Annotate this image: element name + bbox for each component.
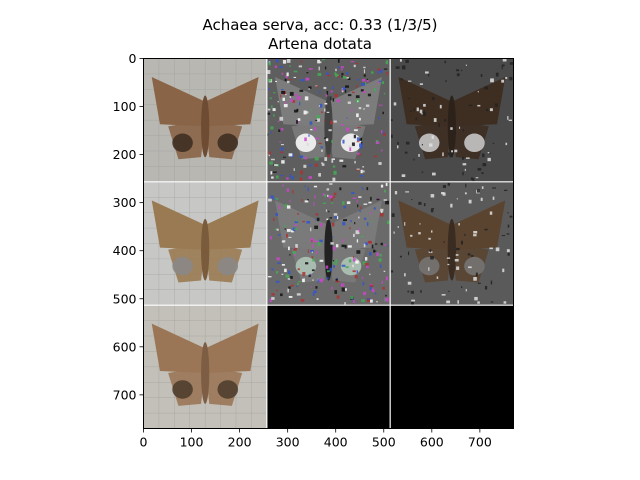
tile-r2-c2	[390, 305, 514, 429]
tile-r2-c0	[143, 305, 267, 429]
y-tick-label: 300	[113, 195, 137, 210]
tile-r1-c2	[390, 181, 514, 306]
x-tick-label: 500	[372, 435, 396, 450]
y-axis: 0 100 200 300 400 500 600 700	[113, 51, 144, 402]
y-tick-label: 100	[113, 99, 137, 114]
tile-separators	[143, 58, 514, 429]
x-tick-label: 100	[180, 435, 204, 450]
moth-image	[398, 77, 506, 160]
axes-frame	[143, 58, 514, 429]
y-tick-label: 0	[129, 51, 137, 66]
x-tick-label: 300	[276, 435, 300, 450]
moth-image	[151, 323, 259, 406]
tile-r1-c0	[143, 181, 267, 306]
tile-r0-c2	[390, 58, 514, 183]
tile-r0-c0	[143, 58, 267, 182]
y-tick-label: 700	[113, 387, 137, 402]
y-tick-label: 500	[113, 291, 137, 306]
x-axis: 0 100 200 300 400 500 600 700	[140, 428, 492, 450]
x-tick-label: 0	[140, 435, 148, 450]
tile-r0-c1	[266, 58, 391, 182]
tile-r1-c1	[266, 181, 391, 306]
x-tick-label: 700	[468, 435, 492, 450]
y-tick-label: 400	[113, 243, 137, 258]
y-tick-label: 600	[113, 339, 137, 354]
moth-image	[151, 77, 259, 160]
tile-r2-c1	[266, 305, 391, 429]
x-tick-label: 400	[324, 435, 348, 450]
figure-title-line2: Artena dotata	[268, 35, 372, 53]
y-tick-label: 200	[113, 147, 137, 162]
figure-title-line1: Achaea serva, acc: 0.33 (1/3/5)	[202, 16, 438, 34]
x-tick-label: 600	[420, 435, 444, 450]
moth-image	[151, 200, 259, 283]
x-tick-label: 200	[228, 435, 252, 450]
tile-grid	[143, 58, 514, 429]
